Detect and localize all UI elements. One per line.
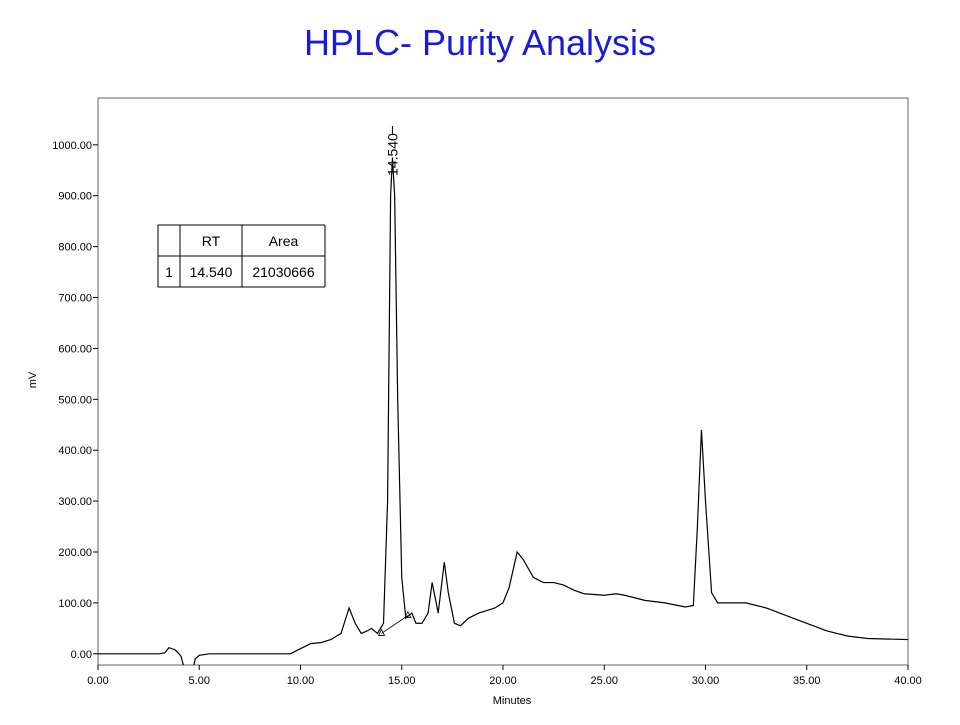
y-tick-label: 300.00 — [58, 496, 92, 508]
x-tick-label: 30.00 — [692, 675, 720, 687]
table-cell: 1 — [165, 264, 173, 280]
chart-title: HPLC- Purity Analysis — [304, 22, 656, 63]
y-tick-label: 0.00 — [71, 649, 92, 661]
y-axis-label: mV — [27, 371, 39, 388]
y-tick-label: 100.00 — [58, 598, 92, 610]
integration-baseline — [381, 615, 409, 634]
x-axis-label: Minutes — [493, 695, 532, 707]
table-cell: 21030666 — [252, 264, 315, 280]
y-tick-label: 900.00 — [58, 191, 92, 203]
x-tick-label: 35.00 — [793, 675, 821, 687]
table-header: Area — [269, 233, 299, 249]
x-tick-label: 25.00 — [590, 675, 618, 687]
y-tick-label: 500.00 — [58, 394, 92, 406]
baseline-marker — [404, 610, 412, 619]
plot-area — [98, 157, 908, 665]
baseline-marker — [377, 628, 386, 636]
x-tick-label: 10.00 — [287, 675, 315, 687]
y-tick-label: 800.00 — [58, 242, 92, 254]
table-header: RT — [202, 233, 221, 249]
y-tick-label: 700.00 — [58, 293, 92, 305]
x-tick-label: 5.00 — [189, 675, 210, 687]
x-tick-label: 15.00 — [388, 675, 416, 687]
y-tick-label: 400.00 — [58, 445, 92, 457]
y-tick-label: 200.00 — [58, 547, 92, 559]
x-tick-label: 40.00 — [894, 675, 922, 687]
y-tick-label: 1000.00 — [52, 140, 92, 152]
x-tick-label: 20.00 — [489, 675, 517, 687]
y-tick-label: 600.00 — [58, 343, 92, 355]
table-cell: 14.540 — [190, 264, 233, 280]
plot-frame — [97, 97, 909, 666]
peak-annotation: 14.540 — [384, 133, 400, 176]
chromatogram-trace — [98, 157, 908, 665]
x-tick-label: 0.00 — [87, 675, 108, 687]
